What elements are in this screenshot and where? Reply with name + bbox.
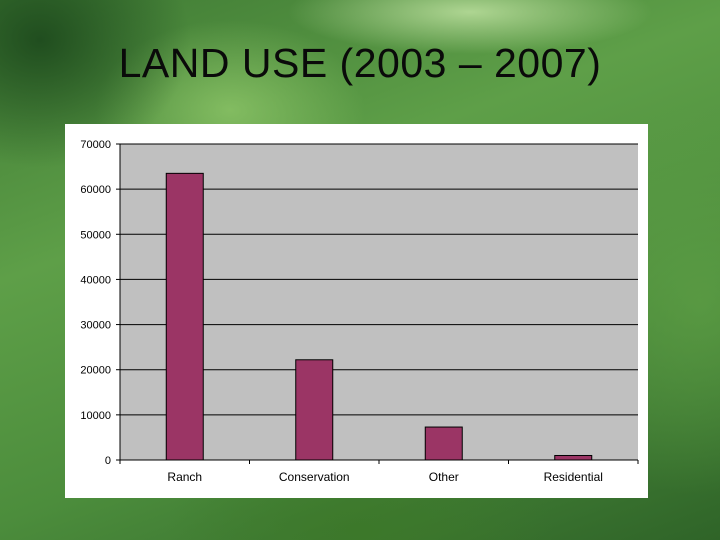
- x-category-label: Conservation: [279, 470, 350, 484]
- bar-residential: [554, 454, 593, 461]
- y-tick-label: 30000: [80, 320, 111, 332]
- y-tick-label: 70000: [80, 139, 111, 151]
- x-category-label: Residential: [544, 470, 603, 484]
- chart-panel: 0 10000 20000 30000 40000 50000 60000 70000 Ranc…: [65, 124, 648, 498]
- y-tick-label: 20000: [80, 365, 111, 377]
- y-tick-label: 60000: [80, 184, 111, 196]
- plot-area: [120, 144, 638, 460]
- x-category-label: Other: [429, 470, 459, 484]
- x-category-label: Ranch: [167, 470, 202, 484]
- y-tick-label: 0: [105, 455, 111, 467]
- bar-other: [424, 426, 463, 461]
- y-tick-label: 40000: [80, 274, 111, 286]
- bar-ranch: [165, 172, 204, 461]
- y-tick-label: 10000: [80, 410, 111, 422]
- bar-chart: 0 10000 20000 30000 40000 50000 60000 70000 Ranc…: [80, 139, 639, 484]
- bar-conservation: [295, 359, 334, 461]
- slide-title: LAND USE (2003 – 2007): [118, 40, 602, 86]
- y-tick-label: 50000: [80, 229, 111, 241]
